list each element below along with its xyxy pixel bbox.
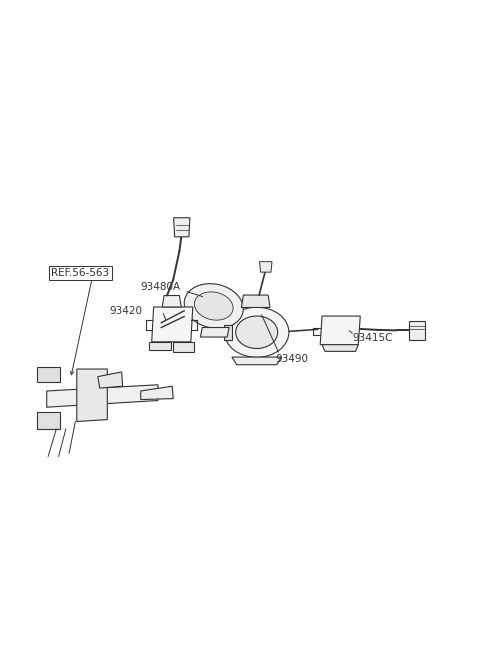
Polygon shape <box>200 328 229 337</box>
Polygon shape <box>37 412 60 429</box>
Polygon shape <box>232 357 281 365</box>
Polygon shape <box>320 316 360 345</box>
Ellipse shape <box>109 389 120 397</box>
Circle shape <box>78 381 89 392</box>
Polygon shape <box>47 384 158 407</box>
Text: 93415C: 93415C <box>352 333 393 343</box>
Text: 93480A: 93480A <box>140 282 180 292</box>
Polygon shape <box>174 217 190 237</box>
Polygon shape <box>77 369 108 422</box>
Circle shape <box>78 400 89 411</box>
Polygon shape <box>162 295 181 307</box>
Polygon shape <box>224 325 232 340</box>
Polygon shape <box>409 321 425 340</box>
Polygon shape <box>98 372 122 388</box>
Polygon shape <box>173 342 194 352</box>
Polygon shape <box>152 307 193 342</box>
Text: 93420: 93420 <box>109 306 142 316</box>
Text: REF.56-563: REF.56-563 <box>51 268 109 278</box>
Polygon shape <box>37 367 60 383</box>
Polygon shape <box>141 386 173 400</box>
Circle shape <box>90 381 100 392</box>
Ellipse shape <box>225 307 289 358</box>
Ellipse shape <box>194 292 233 320</box>
Text: 93490: 93490 <box>276 354 309 364</box>
Polygon shape <box>241 295 270 307</box>
Polygon shape <box>322 345 359 351</box>
Ellipse shape <box>184 284 243 328</box>
Polygon shape <box>149 342 171 350</box>
Circle shape <box>90 400 100 411</box>
Polygon shape <box>260 261 272 272</box>
Ellipse shape <box>236 316 278 348</box>
